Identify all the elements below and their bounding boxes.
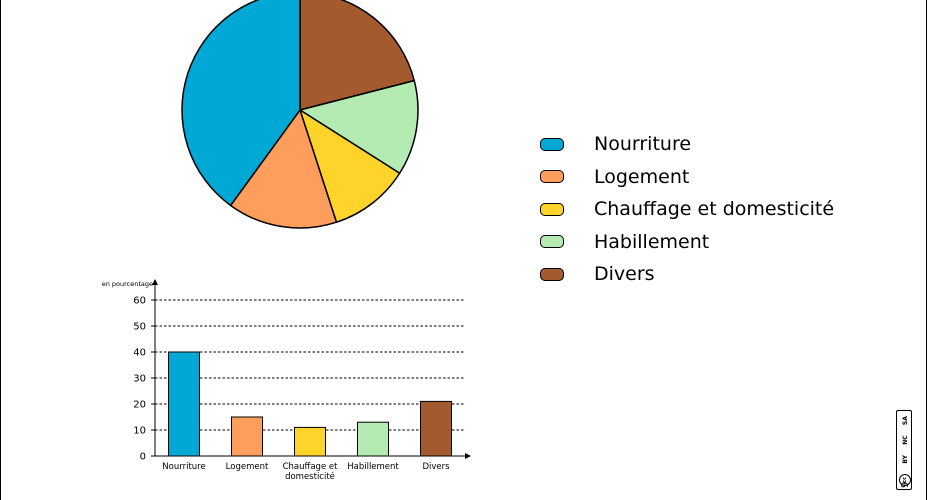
legend-item: Logement: [540, 161, 834, 194]
y-axis-arrow: [152, 279, 158, 285]
legend-label: Divers: [594, 263, 655, 286]
page-number: 9: [900, 481, 911, 488]
legend-label: Logement: [594, 165, 690, 188]
y-tick-label: 10: [133, 426, 146, 437]
cc-license-badge: cc BY NC SA: [896, 410, 912, 490]
x-tick-label: Chauffage et domesticité: [283, 462, 339, 482]
x-tick-label: Habillement: [347, 462, 399, 472]
x-tick-label: Divers: [422, 462, 450, 472]
pie-slice: [181, 0, 301, 207]
pie-slice: [299, 79, 419, 174]
legend-item: Divers: [540, 258, 834, 291]
legend-item: Chauffage et domesticité: [540, 193, 834, 226]
pie-slice: [299, 109, 401, 223]
left-border: [0, 0, 1, 500]
license-tag: SA: [901, 416, 909, 426]
y-tick-label: 20: [133, 400, 146, 411]
x-axis-arrow: [465, 453, 471, 459]
legend-swatch: [540, 267, 564, 281]
y-tick-label: 60: [133, 296, 146, 307]
right-border: [926, 0, 927, 500]
legend-swatch: [540, 202, 564, 216]
bar: [168, 351, 200, 457]
legend-label: Habillement: [594, 230, 710, 253]
y-tick-label: 0: [140, 452, 146, 463]
legend-label: Chauffage et domesticité: [594, 198, 835, 221]
y-axis-label: en pourcentage: [102, 280, 153, 288]
y-tick-label: 40: [133, 348, 146, 359]
y-tick-label: 30: [133, 374, 146, 385]
legend-label: Nourriture: [594, 133, 692, 156]
x-tick-label: Nourriture: [162, 462, 205, 472]
legend-item: Nourriture: [540, 128, 834, 161]
license-tag: BY: [901, 455, 909, 464]
bar: [231, 416, 263, 457]
chart-legend: Nourriture Logement Chauffage et domesti…: [540, 128, 834, 291]
pie-slice: [299, 0, 416, 111]
legend-item: Habillement: [540, 226, 834, 259]
license-tag: NC: [901, 435, 909, 445]
pie-chart: [181, 0, 419, 229]
bar-chart: 0 10 20 30 40 50 60 Nourriture Logement Chauffage…: [102, 279, 471, 482]
legend-swatch: [540, 170, 564, 184]
pie-slice: [229, 109, 338, 229]
x-tick-label: Logement: [226, 462, 269, 472]
bar: [294, 426, 326, 457]
legend-swatch: [540, 137, 564, 151]
bar: [420, 400, 452, 457]
legend-swatch: [540, 235, 564, 249]
y-tick-label: 50: [133, 322, 146, 333]
bar: [357, 421, 389, 457]
